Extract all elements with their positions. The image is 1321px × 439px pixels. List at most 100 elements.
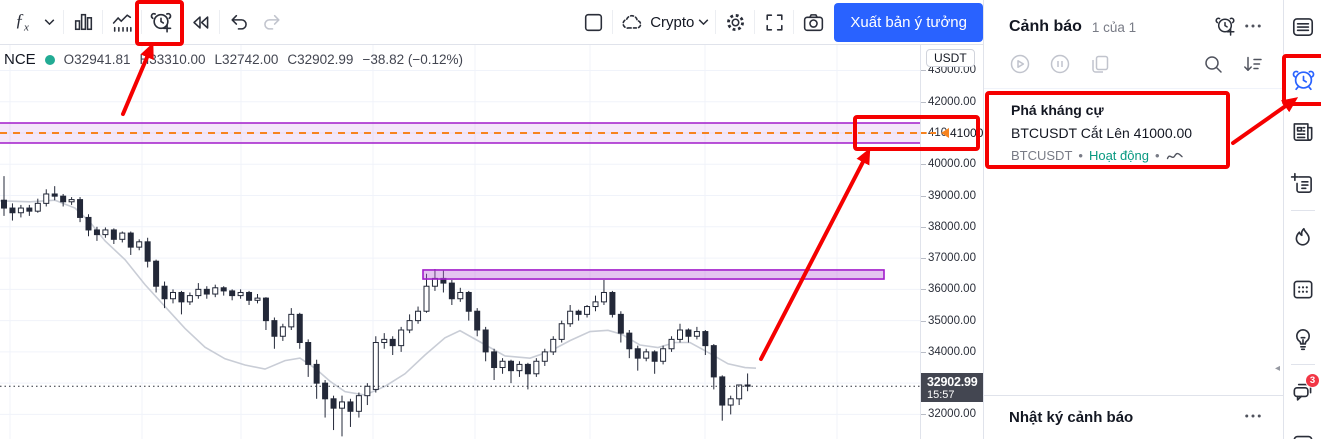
candle-body bbox=[381, 338, 388, 344]
dots-horizontal-icon bbox=[1243, 406, 1263, 429]
chart-settings-button[interactable] bbox=[719, 3, 751, 41]
resistance-zone-drawing[interactable] bbox=[422, 269, 885, 280]
candle-body bbox=[617, 313, 624, 334]
panel-create-alert-button[interactable] bbox=[1211, 13, 1239, 41]
axis-tick-label: 43000.00 bbox=[921, 64, 976, 77]
redo-button[interactable] bbox=[255, 3, 287, 41]
sidebar-item-text-notes[interactable] bbox=[1286, 165, 1320, 203]
candle-body bbox=[212, 287, 219, 295]
candle-body bbox=[575, 310, 582, 315]
layout-select-button[interactable] bbox=[577, 3, 609, 41]
sidebar-item-more[interactable] bbox=[1286, 424, 1320, 439]
indicators-icon bbox=[110, 10, 135, 35]
toolbar-separator bbox=[141, 10, 142, 34]
sidebar-separator bbox=[1291, 364, 1315, 365]
candle-body bbox=[60, 195, 67, 203]
candle-body bbox=[423, 285, 430, 312]
panel-collapse-handle[interactable]: ◂ bbox=[1275, 363, 1281, 374]
candle-body bbox=[195, 288, 202, 297]
candle-body bbox=[127, 232, 134, 248]
axis-tick-label: 37000.00 bbox=[921, 252, 976, 265]
undo-button[interactable] bbox=[223, 3, 255, 41]
sidebar-item-ideas[interactable] bbox=[1286, 320, 1320, 358]
publish-idea-button[interactable]: Xuất bản ý tưởng bbox=[834, 2, 983, 42]
alerts-panel: Cảnh báo 1 của 1 bbox=[983, 0, 1283, 439]
candle-body bbox=[77, 199, 84, 218]
alert-item-title: Phá kháng cự bbox=[1011, 102, 1104, 118]
candle-body bbox=[499, 360, 506, 369]
candle-body bbox=[43, 193, 50, 204]
legend-open: O32941.81 bbox=[63, 52, 131, 67]
sidebar-item-news[interactable] bbox=[1286, 113, 1320, 151]
candle-body bbox=[17, 207, 24, 214]
candle-body bbox=[144, 241, 151, 262]
alert-log-section: Nhật ký cảnh báo bbox=[984, 395, 1283, 439]
candle-body bbox=[203, 288, 210, 295]
candle-body bbox=[372, 342, 379, 390]
alert-plus-icon bbox=[148, 9, 174, 35]
legend-low: L32742.00 bbox=[214, 52, 279, 67]
chart-columns-button[interactable] bbox=[67, 3, 99, 41]
candle-body bbox=[541, 351, 548, 362]
candle-body bbox=[330, 398, 337, 409]
candle-body bbox=[229, 290, 236, 297]
candle-body bbox=[584, 306, 591, 315]
cloud-layout-dropdown[interactable]: Crypto bbox=[616, 3, 712, 41]
candlestick-chart[interactable] bbox=[0, 45, 920, 439]
candle-body bbox=[609, 291, 616, 315]
sidebar-item-chat[interactable]: 3 bbox=[1286, 372, 1320, 410]
stop-all-alerts-button[interactable] bbox=[1046, 51, 1074, 79]
legend-change: −38.82 (−0.12%) bbox=[362, 52, 464, 67]
candle-body bbox=[136, 241, 143, 248]
snapshot-button[interactable] bbox=[797, 3, 829, 41]
sidebar-item-watchlist[interactable] bbox=[1286, 8, 1320, 46]
sidebar-item-alerts[interactable] bbox=[1286, 60, 1320, 98]
price-axis[interactable]: 43000.00 42000.00 41000.00 40000.00 39000.00… bbox=[920, 45, 983, 439]
toolbar-separator bbox=[63, 10, 64, 34]
candle-body bbox=[516, 363, 523, 372]
candle-body bbox=[643, 351, 650, 359]
fx-dropdown-arrow[interactable] bbox=[38, 3, 60, 41]
create-alert-button[interactable] bbox=[145, 3, 177, 41]
top-toolbar: ƒx bbox=[0, 0, 983, 45]
panel-more-button[interactable] bbox=[1239, 13, 1267, 41]
chart-area[interactable]: NCE O32941.81 H33310.00 L32742.00 C32902… bbox=[0, 45, 920, 439]
alert-log-more-button[interactable] bbox=[1239, 404, 1267, 432]
sidebar-item-calendar[interactable] bbox=[1286, 270, 1320, 308]
alert-item-meta: BTCUSDT • Hoạt động • bbox=[1011, 148, 1267, 163]
alert-line-dash bbox=[921, 132, 936, 134]
candle-body bbox=[719, 376, 726, 406]
search-alerts-button[interactable] bbox=[1199, 51, 1227, 79]
clone-alert-button[interactable] bbox=[1086, 51, 1114, 79]
sidebar-item-hotlists[interactable] bbox=[1286, 219, 1320, 257]
candle-body bbox=[482, 329, 489, 353]
indicators-fx-button[interactable]: ƒx bbox=[6, 3, 38, 41]
candle-body bbox=[170, 291, 176, 300]
layout-square-icon bbox=[581, 10, 606, 35]
restart-all-alerts-button[interactable] bbox=[1006, 51, 1034, 79]
bar-replay-button[interactable] bbox=[184, 3, 216, 41]
news-icon bbox=[1290, 119, 1316, 145]
pause-circle-icon bbox=[1048, 52, 1072, 79]
ma-line bbox=[0, 199, 757, 396]
candle-body bbox=[389, 338, 396, 347]
candle-body bbox=[279, 326, 286, 337]
candle-body bbox=[550, 338, 557, 353]
more-icon bbox=[1290, 430, 1316, 439]
candle-body bbox=[398, 329, 405, 347]
indicator-templates-button[interactable] bbox=[106, 3, 138, 41]
alert-price-value: 41000.00 bbox=[949, 124, 983, 142]
alert-list-item[interactable]: Phá kháng cự BTCUSDT Cắt Lên 41000.00 BT… bbox=[984, 89, 1283, 173]
alert-plus-icon bbox=[1213, 14, 1237, 41]
alerts-count: 1 của 1 bbox=[1091, 19, 1137, 35]
candle-body bbox=[457, 291, 464, 300]
toolbar-separator bbox=[793, 10, 795, 34]
candle-body bbox=[296, 313, 303, 344]
currency-badge[interactable]: USDT bbox=[926, 49, 975, 67]
toolbar-separator bbox=[612, 10, 614, 34]
sort-alerts-button[interactable] bbox=[1239, 51, 1267, 79]
fullscreen-button[interactable] bbox=[758, 3, 790, 41]
axis-tick-label: 39000.00 bbox=[921, 189, 976, 202]
candle-body bbox=[305, 342, 312, 365]
